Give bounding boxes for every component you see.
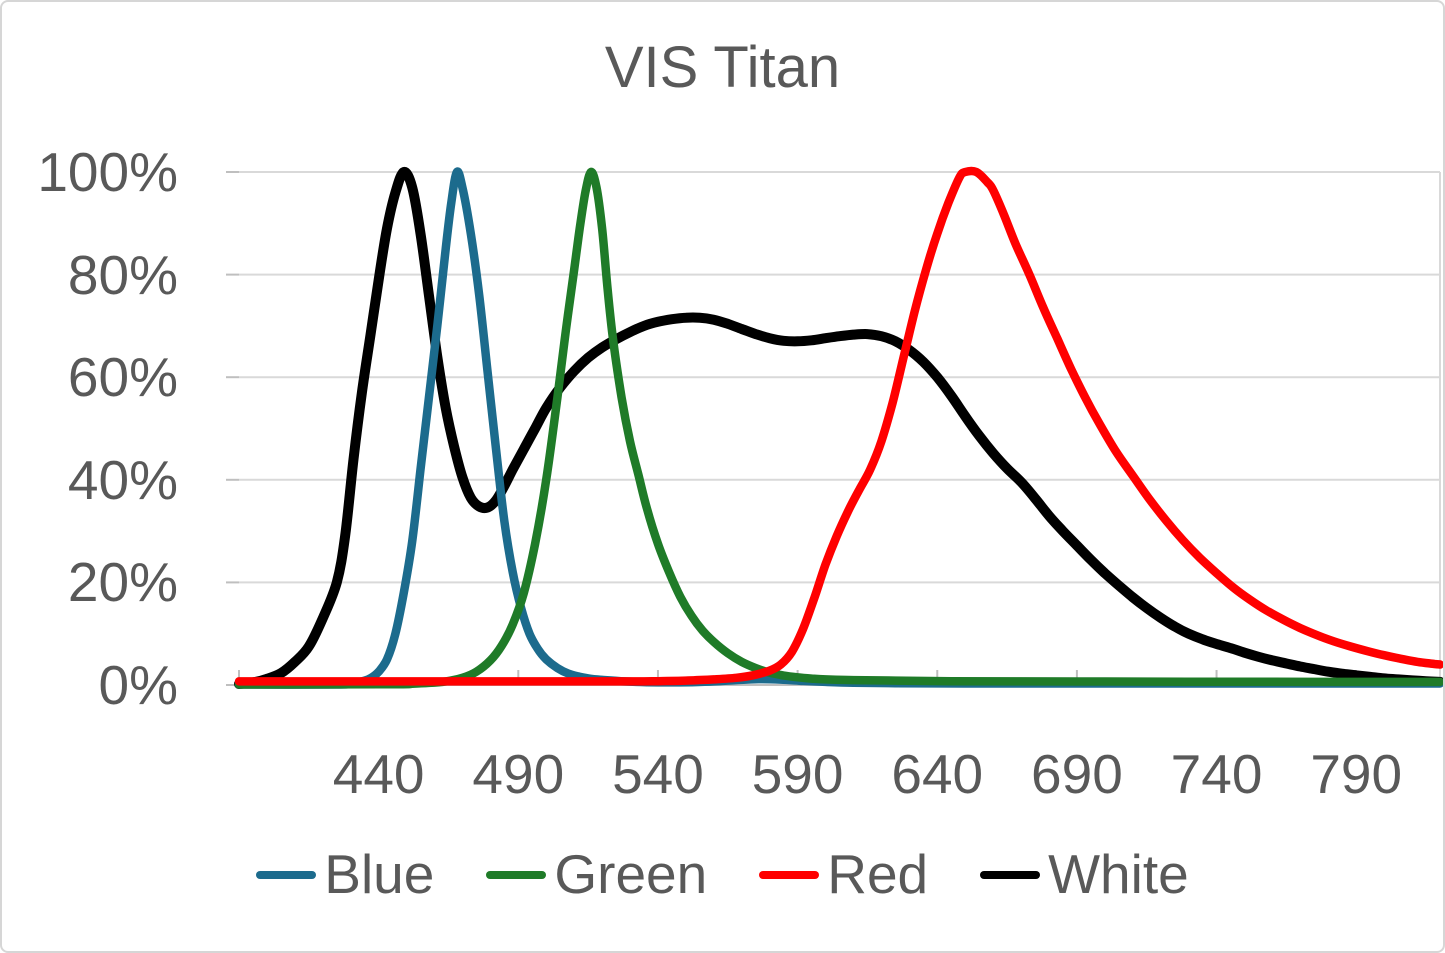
y-axis-label: 20% bbox=[67, 551, 178, 614]
x-axis-label: 590 bbox=[751, 743, 844, 805]
legend-label: Red bbox=[827, 843, 929, 905]
series-line-red bbox=[234, 166, 1443, 686]
legend-swatch-green bbox=[486, 870, 547, 879]
y-axis-label: 40% bbox=[67, 448, 178, 511]
y-axis-label: 60% bbox=[67, 346, 178, 409]
legend-item-green: Green bbox=[486, 847, 707, 902]
y-axis-label: 80% bbox=[67, 243, 178, 306]
x-axis-label: 490 bbox=[472, 743, 565, 805]
x-axis-label: 440 bbox=[332, 743, 425, 805]
legend-label: White bbox=[1048, 843, 1189, 905]
x-axis-label: 640 bbox=[891, 743, 984, 805]
series-line-white bbox=[234, 166, 1443, 689]
legend-item-blue: Blue bbox=[256, 847, 434, 902]
x-axis-label: 740 bbox=[1170, 743, 1263, 805]
legend-swatch-red bbox=[759, 870, 820, 879]
legend-item-white: White bbox=[980, 847, 1189, 902]
legend-item-red: Red bbox=[759, 847, 928, 902]
series-line-green bbox=[234, 167, 1443, 689]
x-axis-label: 540 bbox=[612, 743, 704, 805]
x-axis-label: 790 bbox=[1310, 743, 1403, 805]
x-axis-label: 690 bbox=[1031, 743, 1123, 805]
legend-label: Blue bbox=[324, 843, 435, 905]
y-axis-label: 0% bbox=[98, 654, 179, 716]
legend: Blue Green Red White bbox=[2, 847, 1443, 902]
y-axis-label: 100% bbox=[37, 141, 178, 203]
legend-swatch-white bbox=[980, 870, 1041, 879]
legend-swatch-blue bbox=[256, 870, 317, 879]
legend-label: Green bbox=[554, 843, 708, 905]
chart-title: VIS Titan bbox=[604, 35, 841, 100]
